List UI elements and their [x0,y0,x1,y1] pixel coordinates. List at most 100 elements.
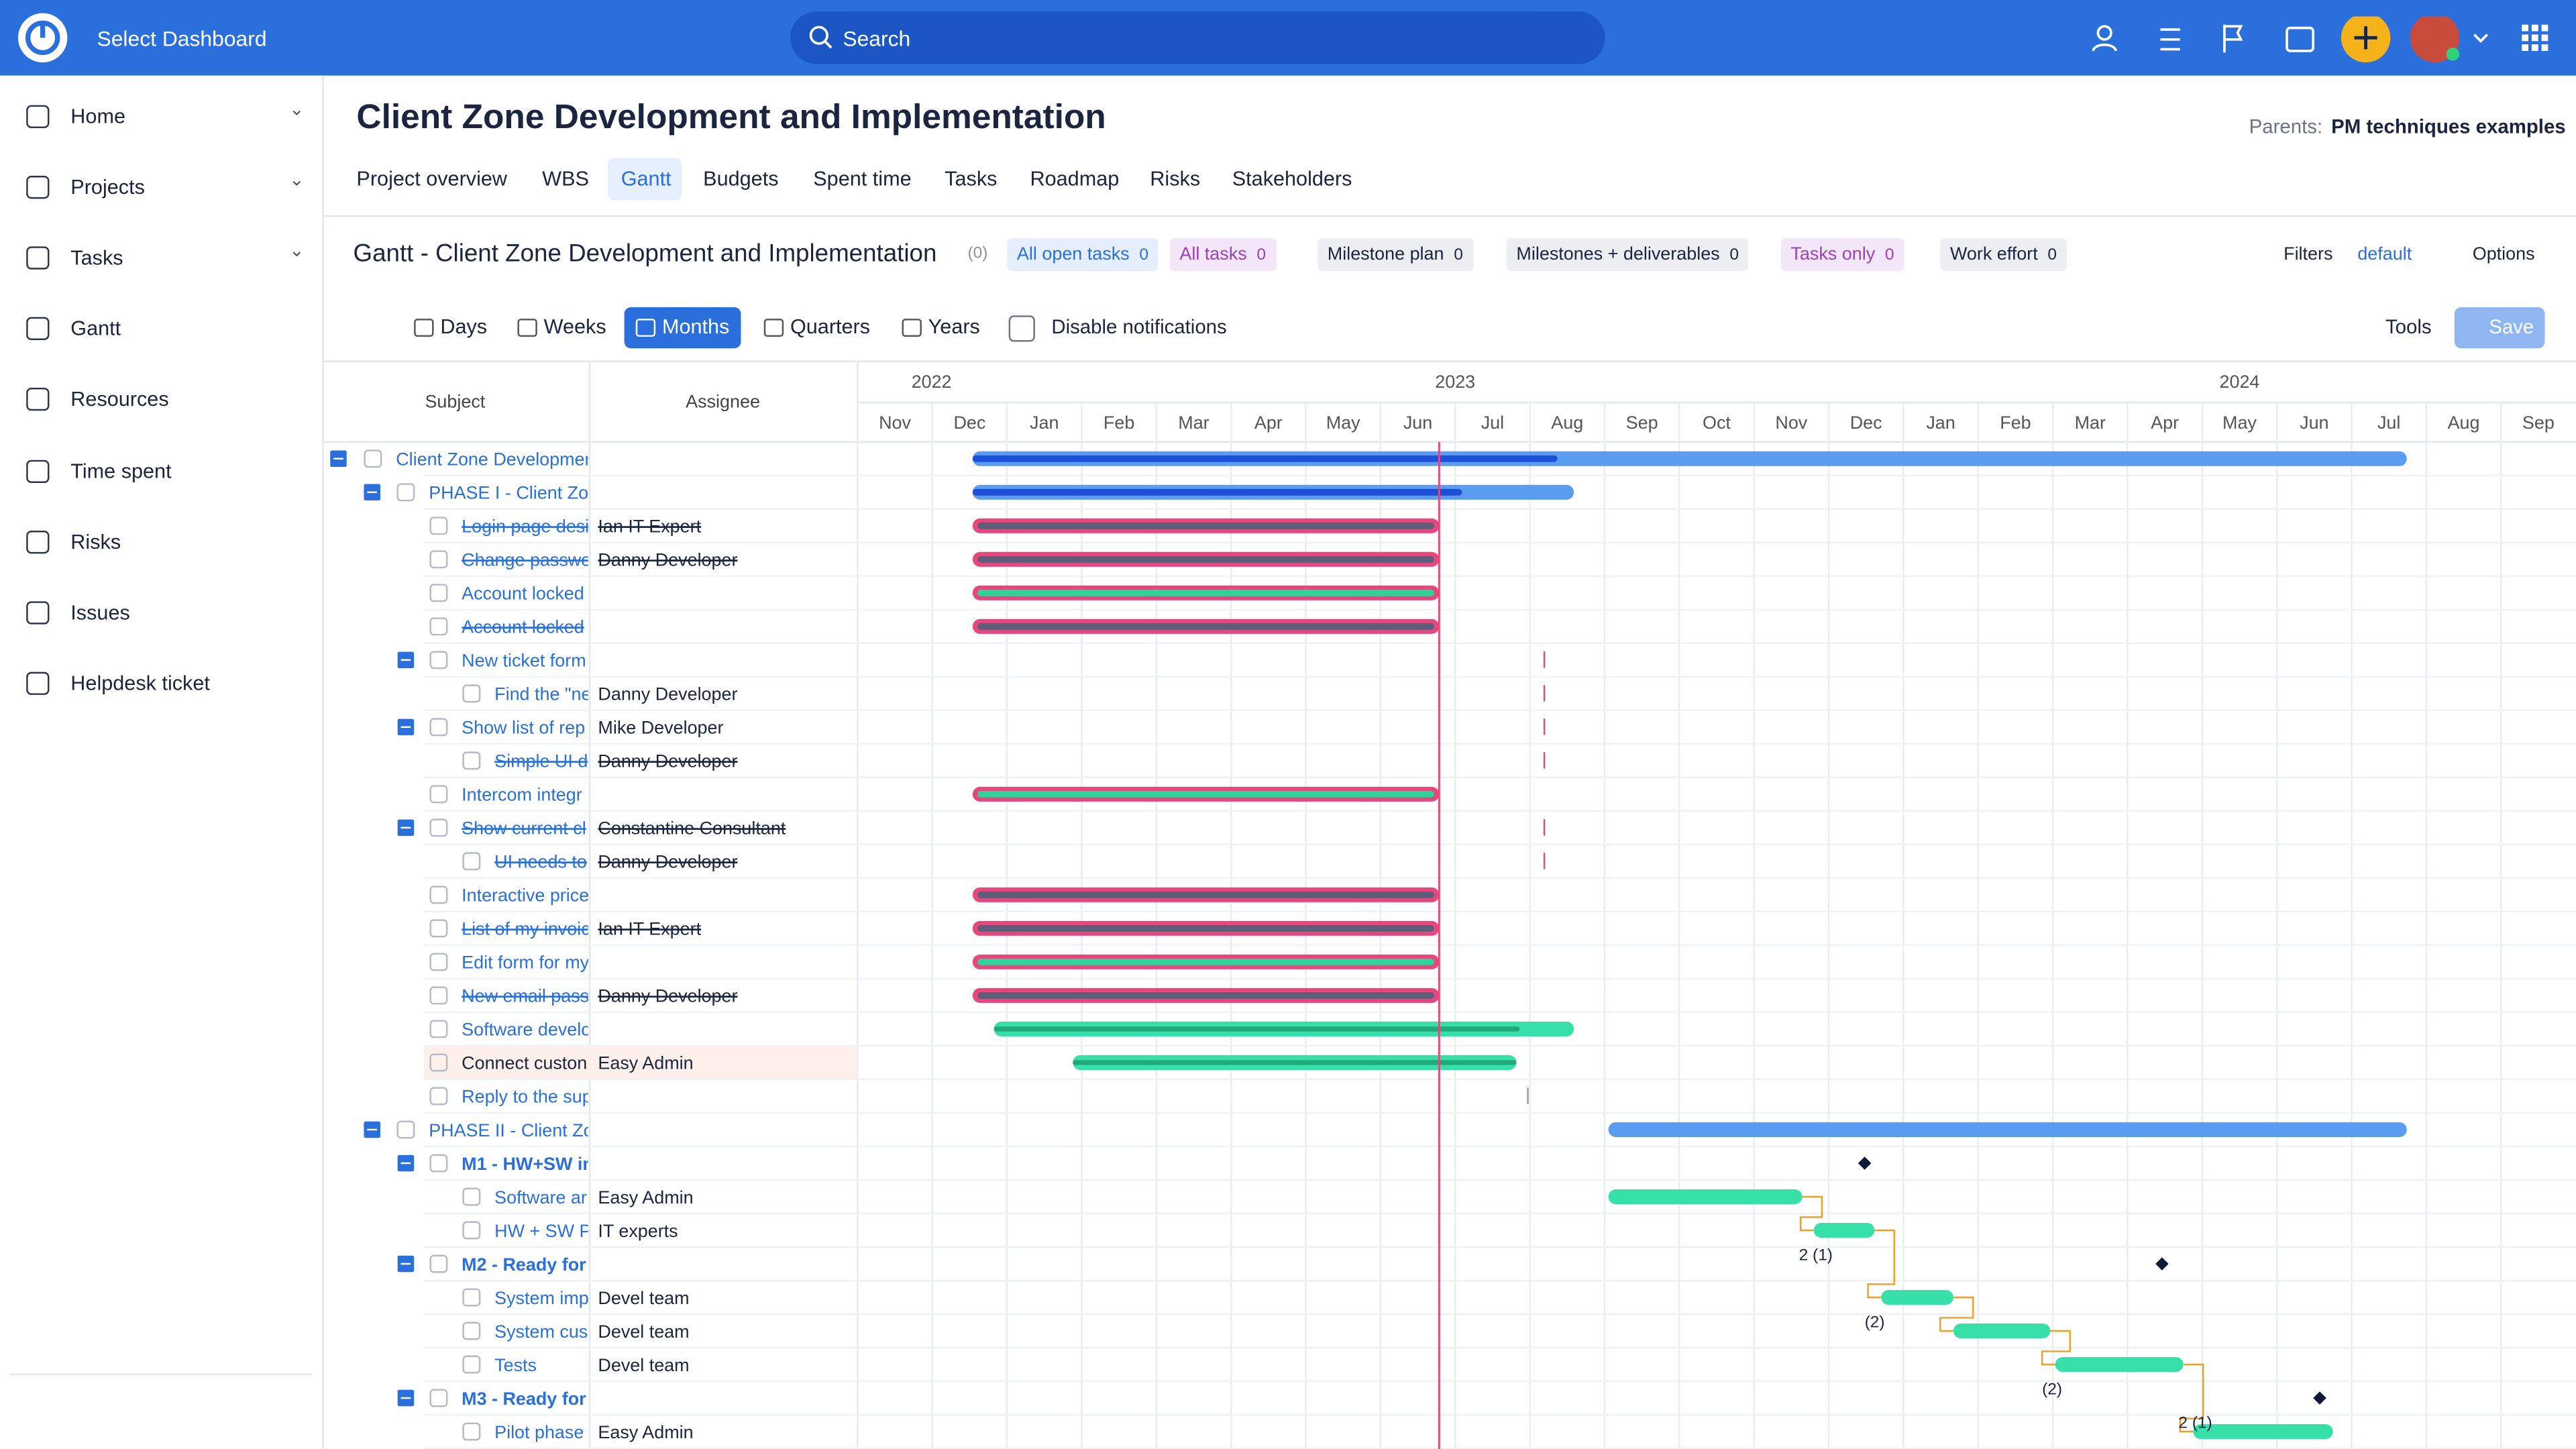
tab[interactable]: Tasks [945,167,998,191]
dependency [2041,1330,2071,1366]
assignee: Mike Developer [598,718,723,738]
parents-link[interactable]: PM techniques examples [2331,115,2566,138]
row-icon [462,1422,481,1441]
nav-item[interactable]: Home [70,105,125,129]
gantt-bar [977,959,1434,965]
assignee: Devel team [598,1288,689,1308]
subject: UI needs to [494,852,587,872]
month-label: Jul [2377,413,2400,433]
nav-icon [26,600,50,624]
row-icon [429,986,448,1005]
nav-item[interactable]: Issues [70,600,130,624]
filter-chip[interactable]: All open tasks 0 [1007,238,1159,272]
tab[interactable]: Budgets [703,167,779,191]
disable-notifications[interactable]: Disable notifications [1051,315,1227,339]
zoom-option[interactable]: Days [440,315,488,339]
subject: M1 - HW+SW installed [462,1154,651,1174]
dependency [2179,1363,2204,1433]
month-label: Jun [1403,413,1432,433]
zoom-active [624,307,741,349]
gantt-bar [1608,1189,1803,1204]
tab[interactable]: Gantt [621,167,672,191]
row-icon [429,885,448,904]
top-icons[interactable] [2086,16,2563,63]
nav-item[interactable]: Tasks [70,246,123,270]
gantt-bar [977,555,1434,563]
save-button[interactable] [2454,307,2545,349]
filter-chip[interactable]: Work effort 0 [1940,238,2067,272]
zoom-option[interactable]: Months [661,315,730,339]
row-icon [429,1154,448,1173]
row-icon [462,751,481,770]
tools-button[interactable]: Tools [2385,315,2432,339]
tab[interactable]: Spent time [813,167,912,191]
subject: Software ar [494,1187,587,1208]
subject: Connect custon [462,1053,587,1073]
tab[interactable]: Stakeholders [1232,167,1352,191]
nav-icon [26,317,50,341]
row-icon [429,517,448,535]
dependency [1799,1195,1823,1232]
checkbox[interactable] [1008,315,1035,342]
dependency-label: (2) [2042,1381,2062,1399]
tab[interactable]: Project overview [356,167,508,191]
nav-item[interactable]: Helpdesk ticket [70,672,210,695]
default-link[interactable]: default [2357,244,2412,265]
nav-item[interactable]: Risks [70,530,121,553]
filter-chip[interactable]: All tasks 0 [1169,238,1276,272]
subject: Simple UI d [494,751,588,771]
filter-count: 0 [1256,246,1267,265]
month-label: Dec [953,413,985,433]
row-icon [429,785,448,804]
zoom-option[interactable]: Quarters [790,315,871,339]
nav-item[interactable]: Gantt [70,317,121,341]
nav-item[interactable]: Projects [70,176,145,199]
row-icon [462,852,481,871]
dependency-label: (2) [1865,1313,1885,1332]
month-label: May [2222,413,2257,433]
filter-label: Milestone plan [1327,244,1444,265]
row-icon [396,483,415,502]
zoom-option[interactable]: Years [928,315,980,339]
filters-link[interactable]: Filters [2284,244,2333,265]
tab[interactable]: Roadmap [1030,167,1120,191]
subject: PHASE I - Client Zon [429,483,598,503]
filter-chip[interactable]: Milestone plan 0 [1318,238,1473,272]
nav-item[interactable]: Time spent [70,459,172,482]
row-icon [429,818,448,837]
filter-chip[interactable]: Milestones + deliverables 0 [1506,238,1749,272]
gantt-bar [977,925,1434,932]
assignee: Devel team [598,1322,689,1342]
chevron: ⌄ [289,170,305,191]
month-label: Jul [1481,413,1504,433]
zoom-option[interactable]: Weeks [543,315,606,339]
tab[interactable]: WBS [542,167,589,191]
search-box[interactable] [790,11,1605,64]
gantt-title: Gantt - Client Zone Development and Impl… [353,239,937,268]
assignee: Ian IT Expert [598,517,701,537]
options-link[interactable]: Options [2472,244,2535,265]
filter-label: Tasks only [1790,244,1876,265]
nav-item[interactable]: Resources [70,388,169,412]
assignee: Easy Admin [598,1422,693,1442]
filter-count: 0 [1729,246,1739,265]
chevron: ⌄ [289,241,305,262]
month-label: Jan [1926,413,1955,433]
milestone [2155,1257,2169,1271]
month-label: Aug [1551,413,1583,433]
dependency-label: 2 (1) [2178,1414,2212,1432]
month-label: Nov [1775,413,1807,433]
filter-chip[interactable]: Tasks only 0 [1780,238,1904,272]
subject: Pilot phase [494,1422,584,1442]
row-icon [364,449,382,468]
subject: Account locked [462,617,584,637]
gantt-bar [2193,1424,2333,1440]
subject: Change passwo [462,550,591,570]
month-label: Apr [1254,413,1283,433]
assignee: Devel team [598,1355,689,1375]
subject: M2 - Ready for Pilot [462,1254,630,1275]
assignee: Ian IT Expert [598,919,701,939]
year-label: 2024 [2220,372,2260,392]
tab[interactable]: Risks [1150,167,1201,191]
dashboard-select[interactable]: Select Dashboard [97,26,267,51]
